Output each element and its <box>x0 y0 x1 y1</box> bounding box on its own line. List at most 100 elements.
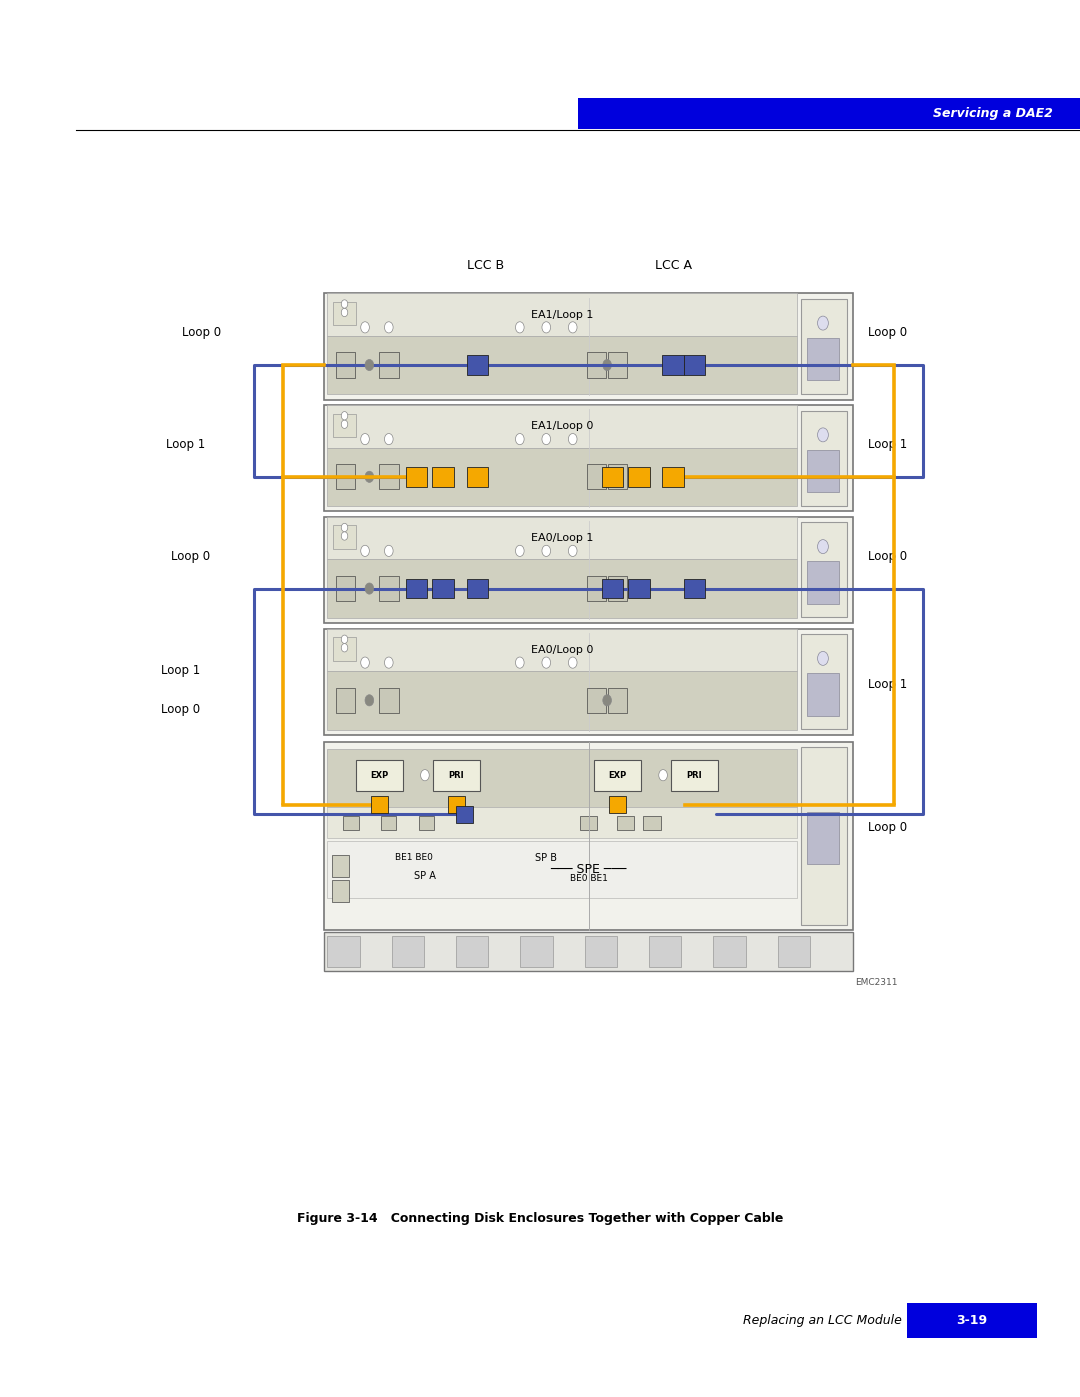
Circle shape <box>384 433 393 444</box>
Circle shape <box>365 583 374 594</box>
Bar <box>608 687 627 712</box>
Circle shape <box>365 694 374 705</box>
Text: Loop 1: Loop 1 <box>161 664 200 678</box>
Circle shape <box>515 545 524 556</box>
Bar <box>608 576 627 601</box>
Text: Loop 0: Loop 0 <box>183 326 221 339</box>
Bar <box>327 517 797 559</box>
Text: Loop 1: Loop 1 <box>166 437 205 451</box>
Circle shape <box>361 657 369 668</box>
Circle shape <box>603 694 611 705</box>
Bar <box>801 411 847 506</box>
Circle shape <box>568 321 577 332</box>
Bar <box>608 464 627 489</box>
Bar <box>327 559 797 617</box>
Bar <box>392 936 424 967</box>
Bar <box>649 936 681 967</box>
Circle shape <box>515 321 524 332</box>
Circle shape <box>361 321 369 332</box>
Bar <box>644 816 661 830</box>
Text: EMC2311: EMC2311 <box>855 978 897 986</box>
Text: EA1/Loop 0: EA1/Loop 0 <box>531 422 594 432</box>
Bar <box>456 806 473 823</box>
Bar <box>432 578 454 598</box>
Bar <box>379 576 399 601</box>
Bar <box>907 1303 1037 1338</box>
Bar <box>432 467 454 486</box>
Bar <box>602 578 623 598</box>
Text: Loop 0: Loop 0 <box>868 326 907 339</box>
Circle shape <box>603 583 611 594</box>
Circle shape <box>568 545 577 556</box>
Text: Replacing an LCC Module: Replacing an LCC Module <box>743 1315 902 1327</box>
Text: SP B: SP B <box>536 852 557 863</box>
Circle shape <box>365 471 374 482</box>
Bar <box>807 673 839 715</box>
Text: Servicing a DAE2: Servicing a DAE2 <box>933 106 1053 120</box>
Circle shape <box>361 433 369 444</box>
Bar <box>379 464 399 489</box>
Bar <box>801 747 847 925</box>
Bar <box>586 464 606 489</box>
Bar <box>586 687 606 712</box>
Bar <box>332 855 349 877</box>
Bar <box>336 687 355 712</box>
Bar <box>807 338 839 380</box>
Text: EA0/Loop 1: EA0/Loop 1 <box>531 534 594 543</box>
Circle shape <box>603 359 611 370</box>
Circle shape <box>384 321 393 332</box>
Bar <box>580 816 597 830</box>
Text: EA0/Loop 0: EA0/Loop 0 <box>531 645 594 655</box>
Bar <box>379 352 399 377</box>
Bar <box>406 467 428 486</box>
Bar <box>327 447 797 506</box>
Bar <box>521 936 553 967</box>
Bar <box>608 352 627 377</box>
Circle shape <box>818 427 828 441</box>
Bar <box>662 467 684 486</box>
Text: EXP: EXP <box>609 771 626 780</box>
Text: BE0 BE1: BE0 BE1 <box>569 875 608 883</box>
Text: Loop 1: Loop 1 <box>868 437 907 451</box>
Circle shape <box>542 433 551 444</box>
Text: Figure 3-14   Connecting Disk Enclosures Together with Copper Cable: Figure 3-14 Connecting Disk Enclosures T… <box>297 1211 783 1225</box>
Bar <box>406 578 428 598</box>
Bar <box>333 414 356 437</box>
Circle shape <box>384 657 393 668</box>
Bar <box>584 936 617 967</box>
Bar <box>324 932 853 971</box>
Bar <box>324 517 853 623</box>
Circle shape <box>420 770 429 781</box>
Circle shape <box>365 359 374 370</box>
Bar <box>432 760 480 791</box>
Text: Loop 0: Loop 0 <box>172 549 211 563</box>
Circle shape <box>341 524 348 532</box>
Bar <box>629 578 650 598</box>
Bar <box>327 841 797 898</box>
Bar <box>327 293 797 335</box>
Bar <box>419 816 434 830</box>
Text: PRI: PRI <box>448 771 464 780</box>
Circle shape <box>341 420 348 429</box>
Text: BE1 BE0: BE1 BE0 <box>395 854 433 862</box>
Text: SP A: SP A <box>414 870 435 882</box>
Bar <box>324 629 853 735</box>
Bar <box>327 335 797 394</box>
Bar <box>324 405 853 511</box>
Bar <box>602 467 623 486</box>
Circle shape <box>341 532 348 541</box>
Text: EA1/Loop 1: EA1/Loop 1 <box>531 310 594 320</box>
Bar <box>336 352 355 377</box>
Bar <box>327 629 797 671</box>
Bar <box>333 525 356 549</box>
Text: ─── SPE ───: ─── SPE ─── <box>551 863 626 876</box>
Circle shape <box>603 471 611 482</box>
Circle shape <box>542 545 551 556</box>
Circle shape <box>384 545 393 556</box>
Text: Loop 0: Loop 0 <box>868 549 907 563</box>
Circle shape <box>341 300 348 309</box>
Bar <box>379 687 399 712</box>
Text: Loop 0: Loop 0 <box>868 820 907 834</box>
Bar <box>324 742 853 930</box>
Bar <box>333 637 356 661</box>
